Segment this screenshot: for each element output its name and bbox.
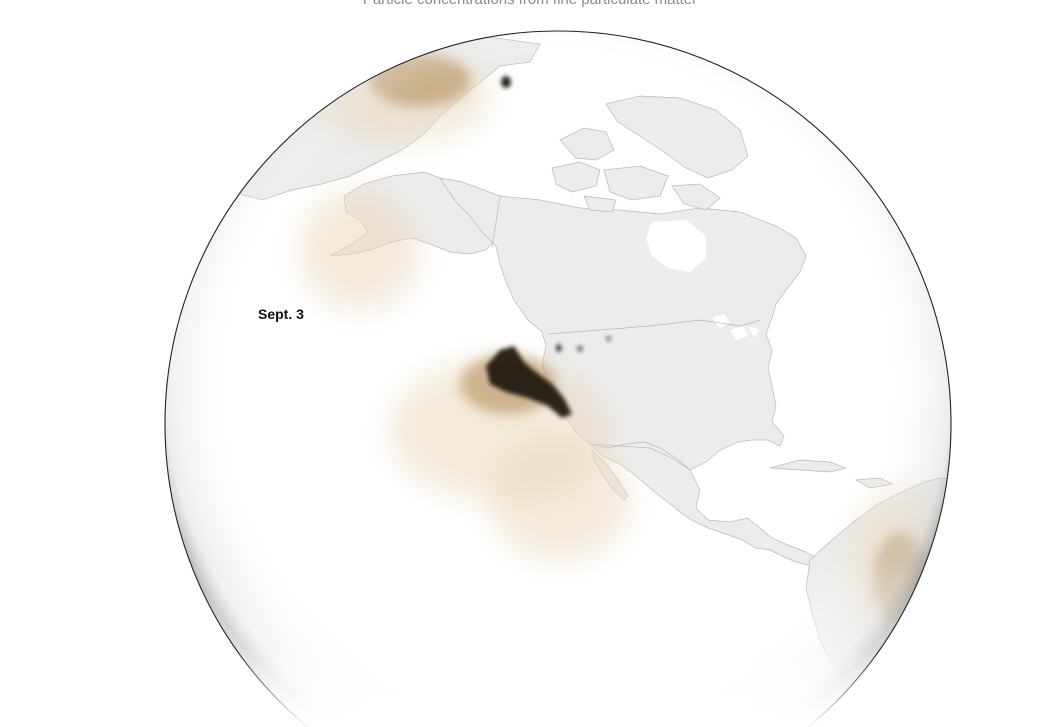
globe-surface (165, 31, 951, 727)
map-caption: Particle concentrations from fine partic… (0, 0, 1060, 8)
globe-outline (164, 30, 952, 727)
date-label: Sept. 3 (258, 306, 304, 322)
rim-bottom-fade (0, 650, 1060, 727)
